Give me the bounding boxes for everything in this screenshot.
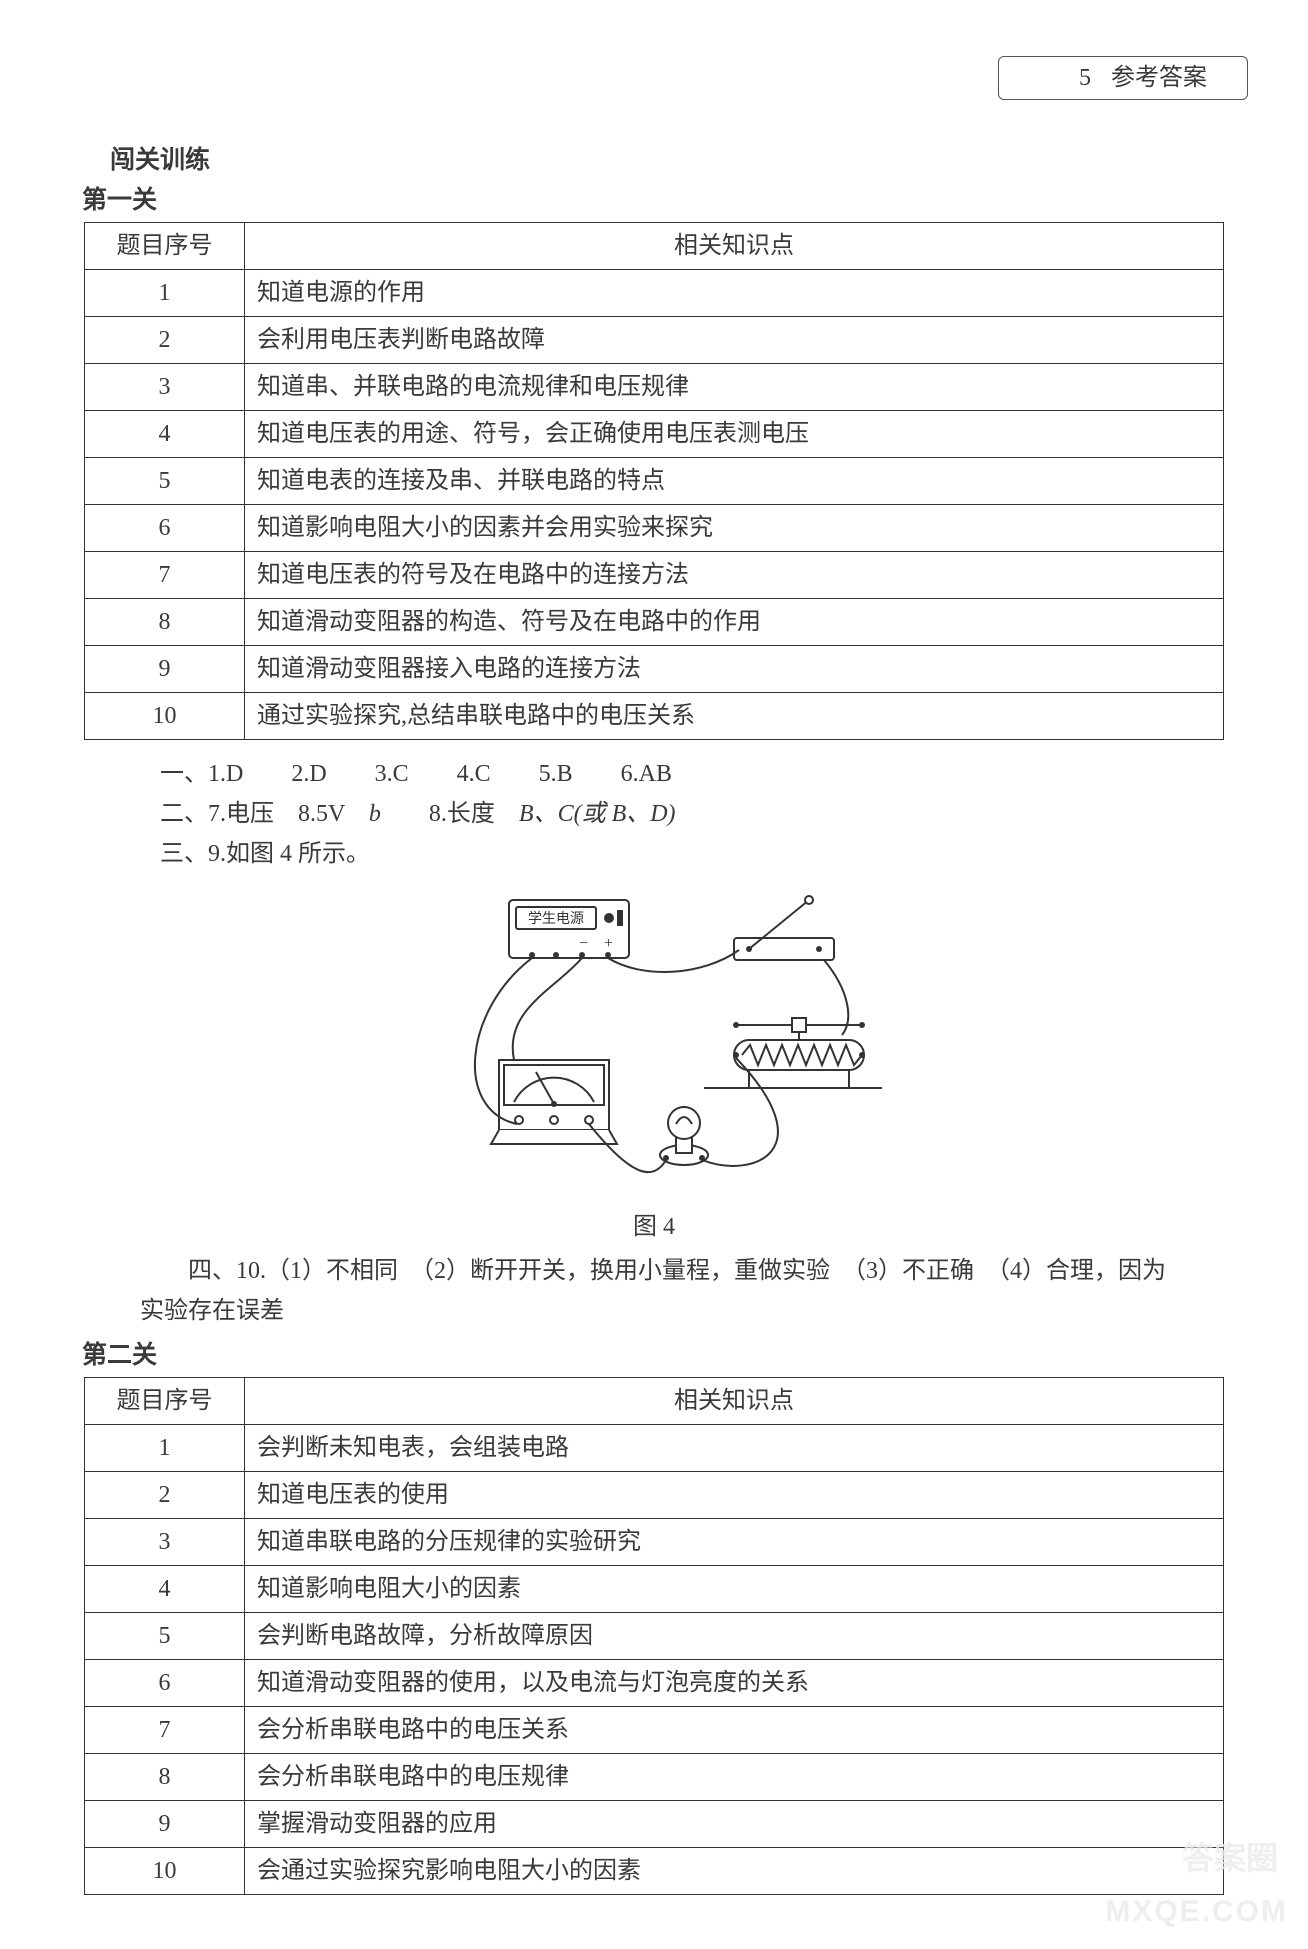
row-text: 会分析串联电路中的电压规律	[245, 1754, 1224, 1801]
row-index: 4	[85, 411, 245, 458]
answers-line1-label: 一、	[160, 761, 208, 787]
row-text: 知道滑动变阻器的构造、符号及在电路中的作用	[245, 599, 1224, 646]
answers-line2-bcd: B、C(或 B、D)	[519, 801, 676, 827]
table-row: 6知道滑动变阻器的使用，以及电流与灯泡亮度的关系	[85, 1660, 1224, 1707]
table-row: 3知道串、并联电路的电流规律和电压规律	[85, 364, 1224, 411]
circuit-diagram-icon: 学生电源 − +	[404, 880, 904, 1200]
answers-line3: 三、9.如图 4 所示。	[160, 834, 1238, 874]
table-row: 4知道影响电阻大小的因素	[85, 1566, 1224, 1613]
figure-4: 学生电源 − +	[404, 880, 904, 1241]
pass1-col2-header: 相关知识点	[245, 223, 1224, 270]
header-chapter-title: 参考答案	[1111, 65, 1207, 91]
row-text: 知道电表的连接及串、并联电路的特点	[245, 458, 1224, 505]
row-text: 知道串、并联电路的电流规律和电压规律	[245, 364, 1224, 411]
table-row: 8会分析串联电路中的电压规律	[85, 1754, 1224, 1801]
page-root: 5 参考答案 闯关训练 第一关 题目序号 相关知识点 1知道电源的作用 2会利用…	[0, 0, 1308, 1949]
row-text: 知道电源的作用	[245, 270, 1224, 317]
answers-line2-a: 7.电压 8.5V	[208, 801, 369, 827]
row-index: 6	[85, 1660, 245, 1707]
pass1-label: 第一关	[82, 180, 1238, 216]
table-row: 9掌握滑动变阻器的应用	[85, 1801, 1224, 1848]
svg-text:−: −	[579, 935, 588, 952]
pass2-col2-header: 相关知识点	[245, 1378, 1224, 1425]
row-text: 会判断电路故障，分析故障原因	[245, 1613, 1224, 1660]
row-text: 知道影响电阻大小的因素	[245, 1566, 1224, 1613]
answers-line2-b: b	[369, 801, 381, 827]
row-text: 会判断未知电表，会组装电路	[245, 1425, 1224, 1472]
row-index: 3	[85, 1519, 245, 1566]
pass2-label: 第二关	[82, 1335, 1238, 1371]
table-row: 2会利用电压表判断电路故障	[85, 317, 1224, 364]
answers-line1: 一、1.D 2.D 3.C 4.C 5.B 6.AB	[160, 754, 1238, 794]
table-row: 8知道滑动变阻器的构造、符号及在电路中的作用	[85, 599, 1224, 646]
row-text: 知道电压表的符号及在电路中的连接方法	[245, 552, 1224, 599]
row-index: 10	[85, 1848, 245, 1895]
table-row: 3知道串联电路的分压规律的实验研究	[85, 1519, 1224, 1566]
answers-line2-label: 二、	[160, 801, 208, 827]
pass2-table: 题目序号 相关知识点 1会判断未知电表，会组装电路 2知道电压表的使用 3知道串…	[84, 1377, 1224, 1895]
answers-line1-items: 1.D 2.D 3.C 4.C 5.B 6.AB	[208, 761, 672, 787]
row-index: 8	[85, 599, 245, 646]
table-row: 4知道电压表的用途、符号，会正确使用电压表测电压	[85, 411, 1224, 458]
row-index: 4	[85, 1566, 245, 1613]
watermark-badge: 答案圈	[1182, 1833, 1278, 1879]
table-row: 5知道电表的连接及串、并联电路的特点	[85, 458, 1224, 505]
table-header-row: 题目序号 相关知识点	[85, 1378, 1224, 1425]
row-index: 8	[85, 1754, 245, 1801]
table-row: 1会判断未知电表，会组装电路	[85, 1425, 1224, 1472]
table-row: 5会判断电路故障，分析故障原因	[85, 1613, 1224, 1660]
row-index: 9	[85, 1801, 245, 1848]
row-text: 会分析串联电路中的电压关系	[245, 1707, 1224, 1754]
header-chapter-box: 5 参考答案	[998, 56, 1248, 100]
row-text: 知道电压表的用途、符号，会正确使用电压表测电压	[245, 411, 1224, 458]
row-index: 5	[85, 1613, 245, 1660]
row-index: 1	[85, 1425, 245, 1472]
row-index: 6	[85, 505, 245, 552]
row-index: 7	[85, 552, 245, 599]
table-row: 2知道电压表的使用	[85, 1472, 1224, 1519]
pass1-col1-header: 题目序号	[85, 223, 245, 270]
row-text: 知道电压表的使用	[245, 1472, 1224, 1519]
table-row: 10通过实验探究,总结串联电路中的电压关系	[85, 693, 1224, 740]
answers-line2-c: 8.长度	[381, 801, 519, 827]
table-header-row: 题目序号 相关知识点	[85, 223, 1224, 270]
row-text: 知道串联电路的分压规律的实验研究	[245, 1519, 1224, 1566]
row-index: 10	[85, 693, 245, 740]
table-row: 9知道滑动变阻器接入电路的连接方法	[85, 646, 1224, 693]
row-index: 9	[85, 646, 245, 693]
row-index: 2	[85, 317, 245, 364]
q10-text: 10.（1）不相同 （2）断开开关，换用小量程，重做实验 （3）不正确 （4）合…	[140, 1258, 1166, 1324]
table-row: 1知道电源的作用	[85, 270, 1224, 317]
svg-text:+: +	[604, 935, 613, 952]
figure-caption: 图 4	[404, 1206, 904, 1241]
watermark-url: MXQE.COM	[1105, 1895, 1288, 1929]
content-body: 闯关训练 第一关 题目序号 相关知识点 1知道电源的作用 2会利用电压表判断电路…	[70, 140, 1238, 1895]
row-text: 掌握滑动变阻器的应用	[245, 1801, 1224, 1848]
header-chapter-number: 5	[1079, 65, 1091, 91]
section-title: 闯关训练	[110, 140, 1238, 176]
row-text: 会通过实验探究影响电阻大小的因素	[245, 1848, 1224, 1895]
row-text: 知道滑动变阻器的使用，以及电流与灯泡亮度的关系	[245, 1660, 1224, 1707]
answers-line3-label: 三、	[160, 841, 208, 867]
table-row: 6知道影响电阻大小的因素并会用实验来探究	[85, 505, 1224, 552]
row-index: 1	[85, 270, 245, 317]
answers-line3-text: 9.如图 4 所示。	[208, 841, 370, 867]
row-index: 7	[85, 1707, 245, 1754]
table-row: 7会分析串联电路中的电压关系	[85, 1707, 1224, 1754]
power-label: 学生电源	[528, 911, 584, 927]
row-text: 知道影响电阻大小的因素并会用实验来探究	[245, 505, 1224, 552]
pass1-table: 题目序号 相关知识点 1知道电源的作用 2会利用电压表判断电路故障 3知道串、并…	[84, 222, 1224, 740]
table-row: 10会通过实验探究影响电阻大小的因素	[85, 1848, 1224, 1895]
q10-paragraph: 四、10.（1）不相同 （2）断开开关，换用小量程，重做实验 （3）不正确 （4…	[140, 1251, 1182, 1331]
row-index: 3	[85, 364, 245, 411]
pass2-col1-header: 题目序号	[85, 1378, 245, 1425]
row-text: 会利用电压表判断电路故障	[245, 317, 1224, 364]
answers-line2: 二、7.电压 8.5V b 8.长度 B、C(或 B、D)	[160, 794, 1238, 834]
table-row: 7知道电压表的符号及在电路中的连接方法	[85, 552, 1224, 599]
row-index: 2	[85, 1472, 245, 1519]
q10-label: 四、	[188, 1258, 236, 1284]
row-text: 通过实验探究,总结串联电路中的电压关系	[245, 693, 1224, 740]
row-text: 知道滑动变阻器接入电路的连接方法	[245, 646, 1224, 693]
row-index: 5	[85, 458, 245, 505]
